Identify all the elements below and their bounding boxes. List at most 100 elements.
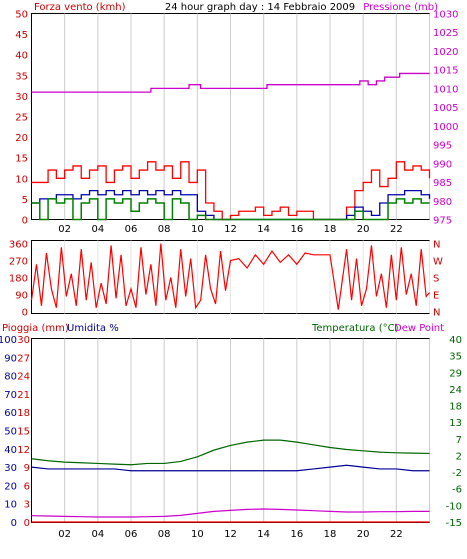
direction-compass-label: N (433, 308, 440, 319)
x-tick-label: 14 (257, 224, 270, 235)
x-tick-label: 12 (224, 529, 237, 540)
pressure-y-tick-label: 990 (433, 159, 452, 170)
dewpoint-line (31, 508, 430, 518)
pressure-y-tick-label: 1025 (433, 28, 458, 39)
direction-line (30, 243, 430, 310)
wind-y-tick-label: 45 (15, 30, 28, 41)
pressure-y-tick-label: 1030 (433, 10, 458, 21)
pressure-y-tick-label: 1020 (433, 47, 458, 58)
wind-y-tick-label: 20 (15, 133, 28, 144)
x-tick-label: 02 (58, 529, 71, 540)
wind-y-tick-label: 40 (15, 51, 28, 62)
x-tick-label: 04 (91, 529, 104, 540)
rain-y-tick-label: 21 (17, 390, 30, 401)
rain-y-tick-label: 6 (24, 481, 30, 492)
x-tick-label: 20 (357, 224, 370, 235)
temperature-y-tick-label: 18 (449, 402, 462, 413)
x-tick-label: 04 (91, 224, 104, 235)
pressure-y-tick-label: 975 (433, 216, 452, 227)
x-tick-label: 16 (290, 529, 303, 540)
wind-y-tick-label: 5 (22, 195, 28, 206)
direction-compass-label: N (433, 240, 440, 251)
rain-y-tick-label: 0 (24, 518, 30, 529)
x-tick-label: 16 (290, 224, 303, 235)
direction-y-tick-label: 180 (9, 274, 28, 285)
direction-y-tick-label: 360 (9, 240, 28, 251)
x-tick-label: 22 (390, 529, 403, 540)
x-tick-label: 18 (324, 529, 337, 540)
wind-y-tick-label: 25 (15, 113, 28, 124)
x-tick-label: 02 (58, 224, 71, 235)
pressure-y-tick-label: 1015 (433, 66, 458, 77)
x-tick-label: 08 (158, 224, 171, 235)
rain-y-tick-label: 9 (24, 463, 30, 474)
direction-compass-label: S (433, 274, 439, 285)
temperature-y-tick-label: -2 (452, 468, 462, 479)
wind-y-tick-label: 35 (15, 71, 28, 82)
temperature-y-tick-label: 29 (449, 368, 462, 379)
x-tick-label: 12 (224, 224, 237, 235)
temperature-y-tick-label: 40 (449, 335, 462, 346)
pressure-y-tick-label: 1000 (433, 122, 458, 133)
temperature-y-tick-label: 7 (456, 435, 462, 446)
rain-y-tick-label: 15 (17, 427, 30, 438)
humidity-y-tick-label: 50 (4, 427, 17, 438)
humidity-y-tick-label: 0 (11, 518, 17, 529)
humidity-y-tick-label: 40 (4, 445, 17, 456)
x-tick-label: 22 (390, 224, 403, 235)
pressure-y-tick-label: 985 (433, 178, 452, 189)
temperature-line (31, 439, 430, 466)
direction-y-tick-label: 90 (15, 291, 28, 302)
x-tick-label: 20 (357, 529, 370, 540)
humidity-y-tick-label: 30 (4, 463, 17, 474)
rain-y-tick-label: 30 (17, 335, 30, 346)
wind-avg-line (31, 190, 431, 221)
wind-y-tick-label: 30 (15, 92, 28, 103)
pressure-y-tick-label: 980 (433, 197, 452, 208)
graph-title: 24 hour graph day : 14 Febbraio 2009 (165, 2, 355, 13)
rain-y-tick-label: 27 (17, 353, 30, 364)
humidity-y-tick-label: 70 (4, 390, 17, 401)
humidity-y-tick-label: 20 (4, 481, 17, 492)
rain-y-tick-label: 3 (24, 500, 30, 511)
pressure-y-tick-label: 995 (433, 141, 452, 152)
direction-compass-label: W (433, 257, 443, 268)
humidity-line (31, 464, 430, 472)
x-tick-label: 14 (257, 529, 270, 540)
temperature-y-tick-label: 13 (449, 418, 462, 429)
wind-axis-title: Forza vento (kmh) (34, 2, 126, 13)
humidity-y-tick-label: 80 (4, 372, 17, 383)
x-tick-label: 08 (158, 529, 171, 540)
direction-y-tick-label: 270 (9, 257, 28, 268)
temperature-y-tick-label: 24 (449, 385, 462, 396)
wind-green-line (31, 198, 430, 221)
humidity-axis-title: Umidita % (67, 323, 119, 334)
temperature-y-tick-label: -15 (446, 518, 462, 529)
wind-y-tick-label: 50 (15, 10, 28, 21)
temperature-y-tick-label: 35 (449, 352, 462, 363)
temperature-axis-title: Temperatura (°C) (311, 323, 399, 334)
wind-y-tick-label: 10 (15, 174, 28, 185)
humidity-y-tick-label: 10 (4, 500, 17, 511)
pressure-axis-title: Pressione (mb) (363, 2, 438, 13)
temperature-y-tick-label: -10 (446, 501, 462, 512)
wind-y-tick-label: 15 (15, 154, 28, 165)
temperature-y-tick-label: -6 (452, 485, 462, 496)
x-tick-label: 06 (125, 224, 138, 235)
pressure-y-tick-label: 1010 (433, 84, 458, 95)
wind-y-tick-label: 0 (22, 216, 28, 227)
rain-y-tick-label: 12 (17, 445, 30, 456)
pressure-y-tick-label: 1005 (433, 103, 458, 114)
series-lines (30, 72, 431, 523)
humidity-y-tick-label: 90 (4, 353, 17, 364)
rain-y-tick-label: 18 (17, 408, 30, 419)
tick-labels: 0202040406060808101012121414161618182020… (0, 10, 462, 541)
x-tick-label: 10 (191, 224, 204, 235)
dewpoint-axis-title: Dew Point (394, 323, 444, 334)
grid-lines (64, 13, 430, 523)
direction-y-tick-label: 0 (22, 308, 28, 319)
direction-compass-label: E (433, 291, 439, 302)
pressure-line (31, 72, 430, 93)
humidity-y-tick-label: 100 (0, 335, 17, 346)
